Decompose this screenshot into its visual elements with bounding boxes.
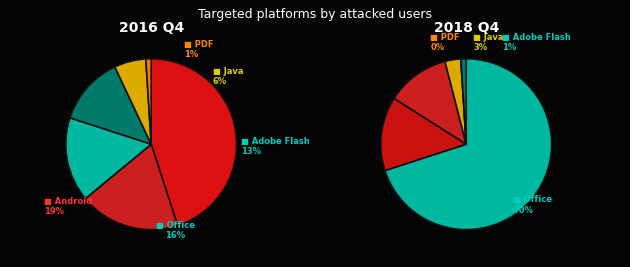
Wedge shape — [385, 59, 552, 230]
Text: ■ Android
12%: ■ Android 12% — [0, 266, 1, 267]
Wedge shape — [146, 59, 151, 144]
Wedge shape — [86, 144, 178, 230]
Wedge shape — [381, 99, 466, 171]
Wedge shape — [115, 59, 151, 144]
Text: ■ Adobe Flash
13%: ■ Adobe Flash 13% — [241, 137, 310, 156]
Wedge shape — [461, 59, 466, 144]
Text: ■ Adobe Flash
1%: ■ Adobe Flash 1% — [502, 33, 571, 52]
Wedge shape — [461, 59, 466, 144]
Text: ■ Office
70%: ■ Office 70% — [513, 195, 552, 214]
Text: ■ Browsers
14%: ■ Browsers 14% — [0, 266, 1, 267]
Text: ■ Java
6%: ■ Java 6% — [213, 67, 243, 86]
Title: 2016 Q4: 2016 Q4 — [118, 21, 184, 35]
Wedge shape — [394, 61, 466, 144]
Text: ■ Android
19%: ■ Android 19% — [44, 197, 93, 216]
Text: Targeted platforms by attacked users: Targeted platforms by attacked users — [198, 8, 432, 21]
Text: ■ Browsers
45%: ■ Browsers 45% — [0, 266, 1, 267]
Wedge shape — [66, 118, 151, 199]
Wedge shape — [151, 59, 237, 225]
Text: ■ PDF
0%: ■ PDF 0% — [430, 33, 460, 52]
Text: ■ PDF
1%: ■ PDF 1% — [184, 40, 213, 59]
Text: ■ Office
16%: ■ Office 16% — [156, 221, 195, 240]
Text: ■ Java
3%: ■ Java 3% — [473, 33, 503, 52]
Title: 2018 Q4: 2018 Q4 — [433, 21, 499, 35]
Wedge shape — [70, 67, 151, 144]
Wedge shape — [445, 59, 466, 144]
